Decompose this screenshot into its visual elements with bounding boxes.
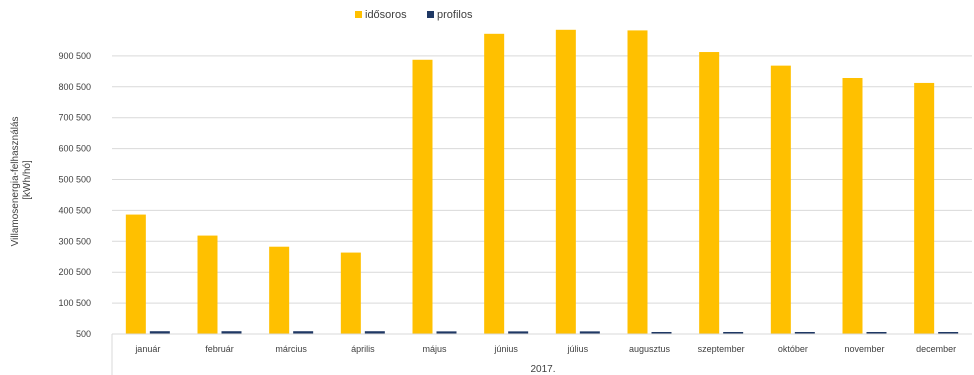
x-tick-label: július: [567, 344, 589, 354]
bar-profilos: [508, 331, 529, 334]
bar-idosoros: [484, 33, 505, 335]
y-axis-title-line-2: [kWh/hó]: [22, 160, 33, 200]
x-tick-label: augusztus: [629, 344, 671, 354]
legend: idősoros profilos: [355, 9, 473, 21]
bar-profilos: [149, 331, 170, 334]
y-tick-label: 400 500: [58, 205, 91, 215]
y-tick-label: 900 500: [58, 51, 91, 61]
x-axis-ticks: január február március április május június jú…: [134, 344, 956, 354]
bar-profilos: [651, 331, 672, 334]
bar-profilos: [579, 331, 600, 334]
legend-swatch-profilos: [427, 11, 434, 18]
x-tick-label: december: [916, 344, 956, 354]
y-tick-label: 700 500: [58, 113, 91, 123]
y-tick-label: 300 500: [58, 236, 91, 246]
bar-profilos: [293, 331, 314, 334]
bar-profilos: [938, 331, 959, 334]
y-tick-label: 200 500: [58, 267, 91, 277]
bar-idosoros: [412, 59, 433, 334]
bars: [125, 29, 959, 335]
x-tick-label: november: [844, 344, 884, 354]
x-axis-title: 2017.: [530, 364, 555, 375]
gridlines: [112, 55, 972, 304]
y-axis-title-line-1: Villamosenergia-felhasználás: [10, 116, 21, 246]
bar-profilos: [794, 331, 815, 334]
bar-profilos: [221, 331, 242, 334]
bar-profilos: [866, 331, 887, 334]
bar-idosoros: [197, 235, 218, 334]
y-tick-label: 800 500: [58, 82, 91, 92]
bar-idosoros: [269, 246, 290, 334]
bar-idosoros: [555, 29, 576, 335]
legend-swatch-idosoros: [355, 11, 362, 18]
bar-idosoros: [340, 252, 361, 334]
bar-idosoros: [125, 214, 146, 334]
y-tick-label: 500: [76, 329, 91, 339]
x-tick-label: március: [275, 344, 307, 354]
bar-idosoros: [914, 82, 935, 334]
x-tick-label: február: [205, 344, 234, 354]
y-axis-title: Villamosenergia-felhasználás [kWh/hó]: [10, 114, 33, 247]
x-tick-label: szeptember: [698, 344, 745, 354]
bar-idosoros: [842, 77, 863, 334]
x-tick-label: április: [351, 344, 375, 354]
bar-idosoros: [770, 65, 791, 335]
y-tick-label: 100 500: [58, 298, 91, 308]
legend-label-profilos: profilos: [437, 9, 473, 21]
x-tick-label: május: [422, 344, 447, 354]
legend-label-idosoros: idősoros: [365, 9, 407, 21]
y-tick-label: 600 500: [58, 144, 91, 154]
bar-idosoros: [699, 52, 720, 334]
y-tick-label: 500 500: [58, 175, 91, 185]
y-axis-ticks: 500 100 500 200 500 300 500 400 500 500 500 60…: [58, 51, 91, 339]
bar-profilos: [723, 331, 744, 334]
bar-profilos: [436, 331, 457, 334]
x-tick-label: június: [493, 344, 518, 354]
bar-profilos: [364, 331, 385, 334]
x-tick-label: január: [134, 344, 160, 354]
x-tick-label: október: [778, 344, 808, 354]
bar-idosoros: [627, 30, 648, 334]
